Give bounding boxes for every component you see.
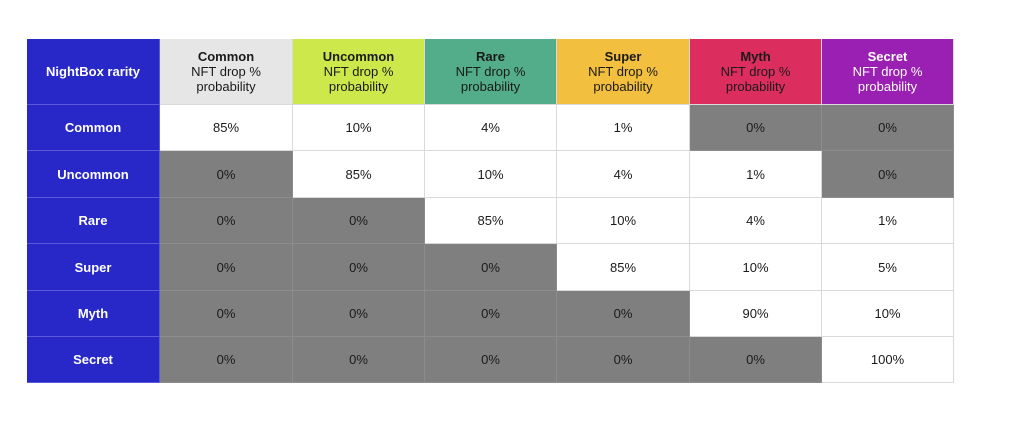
table-cell: 4% bbox=[425, 105, 557, 151]
column-subtitle: probability bbox=[725, 79, 786, 94]
column-title: Myth bbox=[740, 49, 771, 64]
table-cell: 85% bbox=[557, 244, 690, 291]
table-cell: 0% bbox=[293, 198, 425, 244]
row-header-super: Super bbox=[27, 244, 160, 291]
column-subtitle: NFT drop % bbox=[588, 64, 658, 79]
table-cell: 4% bbox=[557, 151, 690, 198]
rarity-table: NightBox rarity Common NFT drop % probabil… bbox=[27, 39, 954, 383]
table-cell: 0% bbox=[293, 337, 425, 383]
table-cell: 0% bbox=[160, 151, 293, 198]
column-subtitle: probability bbox=[593, 79, 653, 94]
table-cell: 0% bbox=[425, 244, 557, 291]
table-cell: 10% bbox=[425, 151, 557, 198]
table-cell: 0% bbox=[160, 244, 293, 291]
table-cell: 100% bbox=[822, 337, 954, 383]
table-cell: 0% bbox=[293, 291, 425, 337]
table-cell: 0% bbox=[690, 337, 822, 383]
column-title: Rare bbox=[476, 49, 505, 64]
column-subtitle: NFT drop % bbox=[455, 64, 526, 79]
table-cell: 0% bbox=[293, 244, 425, 291]
table-cell: 1% bbox=[557, 105, 690, 151]
column-header-secret: Secret NFT drop % probability bbox=[822, 39, 954, 105]
table-cell: 0% bbox=[690, 105, 822, 151]
column-header-uncommon: Uncommon NFT drop % probability bbox=[293, 39, 425, 105]
column-title: Common bbox=[197, 49, 255, 64]
row-header-myth: Myth bbox=[27, 291, 160, 337]
column-subtitle: NFT drop % bbox=[852, 64, 923, 79]
table-cell: 85% bbox=[160, 105, 293, 151]
table-cell: 0% bbox=[557, 337, 690, 383]
table-cell: 0% bbox=[425, 291, 557, 337]
column-subtitle: probability bbox=[460, 79, 521, 94]
column-title: Secret bbox=[867, 49, 908, 64]
table-cell: 1% bbox=[822, 198, 954, 244]
column-header-rare: Rare NFT drop % probability bbox=[425, 39, 557, 105]
column-subtitle: NFT drop % bbox=[720, 64, 791, 79]
column-header-super: Super NFT drop % probability bbox=[557, 39, 690, 105]
table-cell: 85% bbox=[293, 151, 425, 198]
table-cell: 1% bbox=[690, 151, 822, 198]
row-header-secret: Secret bbox=[27, 337, 160, 383]
row-header-rare: Rare bbox=[27, 198, 160, 244]
row-header-uncommon: Uncommon bbox=[27, 151, 160, 198]
table-cell: 10% bbox=[690, 244, 822, 291]
table-cell: 0% bbox=[557, 291, 690, 337]
table-cell: 4% bbox=[690, 198, 822, 244]
column-subtitle: probability bbox=[857, 79, 918, 94]
table-cell: 5% bbox=[822, 244, 954, 291]
table-cell: 85% bbox=[425, 198, 557, 244]
table-cell: 90% bbox=[690, 291, 822, 337]
table-cell: 0% bbox=[425, 337, 557, 383]
table-cell: 0% bbox=[160, 198, 293, 244]
column-title: Super bbox=[604, 49, 642, 64]
table-cell: 0% bbox=[822, 105, 954, 151]
corner-header: NightBox rarity bbox=[27, 39, 160, 105]
column-subtitle: probability bbox=[196, 79, 256, 94]
table-cell: 10% bbox=[557, 198, 690, 244]
table-cell: 0% bbox=[822, 151, 954, 198]
column-subtitle: NFT drop % bbox=[323, 64, 394, 79]
column-header-myth: Myth NFT drop % probability bbox=[690, 39, 822, 105]
table-cell: 0% bbox=[160, 291, 293, 337]
column-subtitle: probability bbox=[328, 79, 389, 94]
column-subtitle: NFT drop % bbox=[191, 64, 261, 79]
column-title: Uncommon bbox=[322, 49, 395, 64]
table-cell: 0% bbox=[160, 337, 293, 383]
column-header-common: Common NFT drop % probability bbox=[160, 39, 293, 105]
row-header-common: Common bbox=[27, 105, 160, 151]
table-cell: 10% bbox=[293, 105, 425, 151]
table-cell: 10% bbox=[822, 291, 954, 337]
